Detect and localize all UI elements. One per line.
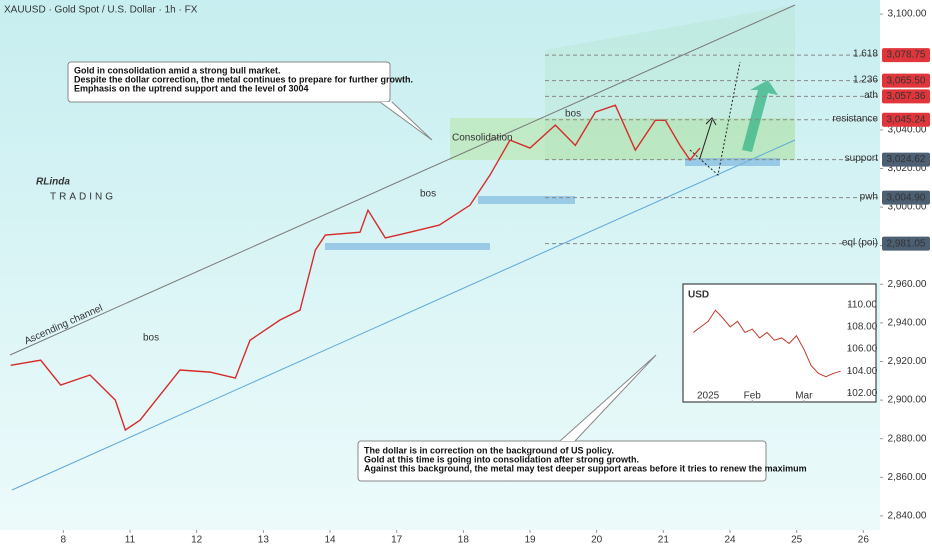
inset (682, 283, 877, 403)
time-axis (0, 530, 880, 550)
level-name: resistance (832, 113, 878, 124)
logo-sub: TRADING (50, 192, 116, 203)
inset-title: USD (688, 290, 709, 301)
y-tick-label: 2,940.00 (888, 318, 927, 329)
price-tag (882, 48, 930, 63)
y-tick-label: 2,920.00 (888, 356, 927, 367)
chart-label: bos (420, 189, 436, 200)
projection-arrow (689, 61, 741, 176)
x-tick-label: 18 (458, 535, 470, 546)
x-tick-label: 25 (791, 535, 803, 546)
y-tick-label: 3,040.00 (888, 125, 927, 136)
x-tick-label: 13 (258, 535, 270, 546)
price-tag-label: 3,045.24 (887, 114, 926, 125)
y-tick-label: 2,860.00 (888, 472, 927, 483)
chart-title: XAUUSD · Gold Spot / U.S. Dollar · 1h · … (4, 5, 198, 16)
y-tick-label: 110.00 (847, 299, 877, 310)
y-tick-label: 102.00 (847, 388, 878, 399)
annotation-text: Despite the dollar correction, the metal… (74, 74, 413, 84)
price-tag-label: 3,004.90 (887, 192, 926, 203)
level-name: eql (poi) (842, 237, 878, 248)
projection-zone (545, 5, 795, 160)
level-name: support (845, 153, 879, 164)
chart-label: Consolidation (452, 133, 513, 144)
x-tick-label: Feb (744, 391, 762, 402)
price-tag (882, 190, 930, 205)
y-tick-label: 108.00 (847, 322, 878, 333)
y-tick-label: 3,100.00 (888, 9, 927, 20)
consolidation-zone (450, 118, 795, 160)
level-name: pwh (860, 191, 878, 202)
price-line (693, 309, 841, 378)
x-tick-label: 12 (191, 535, 203, 546)
y-tick-label: 104.00 (847, 366, 878, 377)
x-tick-label: 17 (391, 535, 403, 546)
level-name: 1.236 (853, 74, 878, 85)
y-tick-label: 2,840.00 (888, 511, 927, 522)
price-tag (882, 89, 930, 104)
annotation-text: Emphasis on the uptrend support and the … (74, 83, 309, 93)
annotation-text: The dollar is in correction on the backg… (364, 445, 614, 455)
arrow (699, 117, 717, 159)
price-tag-label: 3,057.36 (887, 91, 926, 102)
price-tag-label: 2,981.05 (887, 238, 926, 249)
y-tick-label: 3,000.00 (888, 202, 927, 213)
y-tick-label: 2,900.00 (888, 395, 927, 406)
annotation-text: Gold in consolidation amid a strong bull… (74, 65, 281, 75)
price-tag (882, 236, 930, 251)
callout (379, 101, 433, 141)
x-tick-label: 11 (125, 535, 136, 546)
callout (559, 354, 657, 442)
x-tick-label: 14 (324, 535, 336, 546)
annotation-text: Gold at this time is going into consolid… (364, 454, 639, 464)
level-name: 1.618 (853, 49, 878, 60)
price-tag-label: 3,024.62 (887, 154, 926, 165)
x-tick-label: 24 (724, 535, 736, 546)
chart-label: bos (565, 109, 581, 120)
x-tick-label: 2025 (697, 391, 720, 402)
x-tick-label: 8 (61, 535, 67, 546)
x-tick-label: 21 (658, 535, 670, 546)
annotation-box (67, 61, 391, 103)
x-tick-label: 19 (524, 535, 536, 546)
big-arrow (742, 80, 778, 152)
y-tick-label: 3,020.00 (888, 163, 927, 174)
logo: RLinda (36, 177, 70, 188)
channel-upper (9, 4, 796, 356)
price-tag-label: 3,065.50 (887, 75, 926, 86)
pwh-zone (478, 196, 575, 204)
annotation-text: Against this background, the metal may t… (364, 463, 807, 473)
price-line (10, 104, 701, 432)
x-tick-label: 26 (858, 535, 870, 546)
x-tick-label: Mar (795, 391, 813, 402)
price-tag (882, 152, 930, 167)
channel-lower (11, 139, 796, 491)
y-tick-label: 2,880.00 (888, 433, 927, 444)
chart-label: bos (143, 333, 159, 344)
y-tick-label: 106.00 (847, 344, 878, 355)
support-zone (685, 158, 780, 166)
price-tag (882, 112, 930, 127)
y-tick-label: 2,960.00 (888, 279, 927, 290)
price-tag (882, 73, 930, 88)
level-name: ath (864, 90, 878, 101)
price-tag-label: 3,078.75 (887, 50, 926, 61)
eql-zone (325, 243, 490, 250)
x-tick-label: 20 (591, 535, 603, 546)
